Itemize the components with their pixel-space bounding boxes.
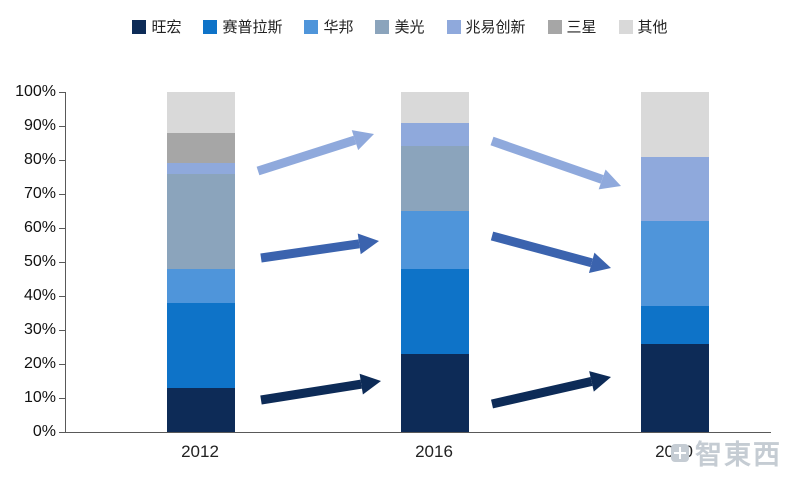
bar-segment-美光-2012: [167, 173, 235, 269]
legend-swatch: [304, 19, 319, 34]
y-axis-tick: [59, 364, 65, 365]
legend-label: 三星: [566, 19, 597, 36]
legend-label: 其他: [637, 19, 668, 36]
bar-segment-旺宏-2020: [641, 343, 709, 432]
legend-label: 旺宏: [151, 19, 182, 36]
legend-item-4: 兆易创新: [446, 16, 526, 37]
y-axis-label: 30%: [23, 321, 56, 338]
bar-2016: [401, 92, 469, 432]
bar-segment-赛普拉斯-2012: [167, 302, 235, 388]
bar-segment-其他-2020: [641, 92, 709, 157]
watermark: 智東西: [671, 433, 782, 472]
bar-segment-其他-2016: [401, 92, 469, 123]
bar-segment-兆易创新-2020: [641, 156, 709, 222]
y-axis-tick: [59, 296, 65, 297]
y-axis-tick: [59, 160, 65, 161]
bar-segment-其他-2012: [167, 92, 235, 133]
bar-segment-华邦-2012: [167, 268, 235, 303]
legend-swatch: [203, 19, 218, 34]
legend-swatch: [547, 19, 562, 34]
y-axis-label: 10%: [23, 389, 56, 406]
bar-segment-三星-2012: [167, 132, 235, 164]
watermark-logo-icon: [671, 443, 689, 462]
bar-segment-华邦-2016: [401, 211, 469, 269]
legend-item-2: 华邦: [304, 16, 353, 37]
legend-item-5: 三星: [547, 16, 597, 37]
plot-area: [65, 92, 771, 433]
legend-swatch: [375, 19, 390, 34]
y-axis-label: 90%: [23, 117, 56, 134]
legend-label: 美光: [394, 19, 425, 36]
y-axis-label: 40%: [23, 287, 56, 304]
bar-segment-旺宏-2016: [401, 353, 469, 432]
legend-item-1: 赛普拉斯: [203, 16, 282, 37]
legend-item-6: 其他: [618, 16, 668, 37]
y-axis-label: 100%: [15, 83, 56, 100]
y-axis-tick: [59, 262, 65, 263]
x-axis-label-2016: 2016: [415, 442, 453, 461]
legend: 旺宏 赛普拉斯 华邦 美光 兆易创新 三星 其他: [0, 16, 800, 37]
y-axis-tick: [59, 92, 65, 93]
y-axis-label: 20%: [23, 355, 56, 372]
legend-swatch: [446, 19, 461, 34]
bar-2020: [641, 92, 709, 432]
bar-segment-赛普拉斯-2016: [401, 268, 469, 354]
watermark-text: 智東西: [695, 440, 782, 470]
y-axis-label: 0%: [32, 423, 56, 440]
legend-swatch: [132, 19, 147, 34]
legend-item-0: 旺宏: [132, 16, 181, 37]
bar-segment-华邦-2020: [641, 221, 709, 307]
bar-segment-美光-2016: [401, 146, 469, 211]
legend-swatch: [618, 19, 633, 34]
x-axis-label-2012: 2012: [181, 442, 219, 461]
y-axis-label: 70%: [23, 185, 56, 202]
bar-segment-兆易创新-2012: [167, 163, 235, 174]
y-axis-label: 60%: [23, 219, 56, 236]
y-axis-label: 80%: [23, 151, 56, 168]
legend-label: 赛普拉斯: [222, 19, 283, 36]
y-axis-tick: [59, 126, 65, 127]
y-axis-tick: [59, 398, 65, 399]
bar-segment-旺宏-2012: [167, 387, 235, 432]
bar-2012: [167, 92, 235, 432]
y-axis-label: 50%: [23, 253, 56, 270]
legend-item-3: 美光: [375, 16, 425, 37]
legend-label: 华邦: [323, 19, 354, 36]
y-axis-tick: [59, 330, 65, 331]
y-axis-tick: [59, 194, 65, 195]
y-axis-tick: [59, 432, 65, 433]
bar-segment-兆易创新-2016: [401, 122, 469, 147]
bar-segment-赛普拉斯-2020: [641, 306, 709, 344]
legend-label: 兆易创新: [465, 19, 526, 36]
y-axis-tick: [59, 228, 65, 229]
